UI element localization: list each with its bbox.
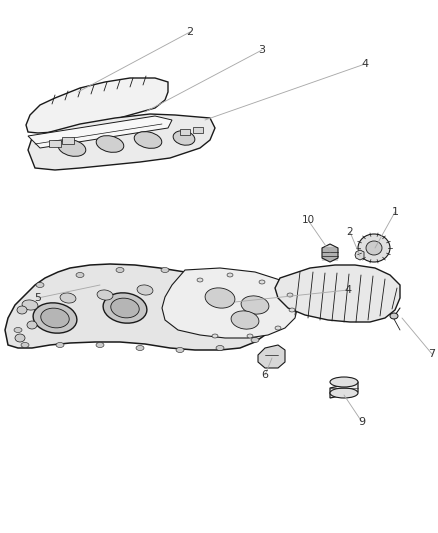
Ellipse shape	[33, 303, 77, 333]
Polygon shape	[5, 264, 272, 350]
Ellipse shape	[21, 343, 29, 348]
Ellipse shape	[58, 140, 86, 156]
Text: 2: 2	[347, 227, 353, 237]
Ellipse shape	[14, 327, 22, 333]
Ellipse shape	[258, 287, 266, 293]
Ellipse shape	[287, 293, 293, 297]
Ellipse shape	[330, 377, 358, 387]
Polygon shape	[193, 127, 203, 133]
Ellipse shape	[17, 306, 27, 314]
Polygon shape	[28, 114, 215, 170]
Polygon shape	[275, 265, 400, 322]
Ellipse shape	[212, 334, 218, 338]
Ellipse shape	[227, 273, 233, 277]
Ellipse shape	[97, 290, 113, 300]
Ellipse shape	[36, 282, 44, 287]
Ellipse shape	[176, 348, 184, 352]
Polygon shape	[330, 382, 358, 398]
Ellipse shape	[111, 298, 139, 318]
Ellipse shape	[241, 296, 269, 314]
Ellipse shape	[264, 316, 272, 320]
Ellipse shape	[236, 276, 244, 280]
Ellipse shape	[173, 131, 195, 145]
Polygon shape	[180, 129, 190, 135]
Ellipse shape	[390, 313, 398, 319]
Ellipse shape	[358, 234, 390, 262]
Ellipse shape	[259, 280, 265, 284]
Ellipse shape	[116, 268, 124, 272]
Ellipse shape	[216, 345, 224, 351]
Ellipse shape	[330, 388, 358, 398]
Ellipse shape	[136, 345, 144, 351]
Ellipse shape	[289, 308, 295, 312]
Polygon shape	[322, 244, 338, 262]
Ellipse shape	[175, 282, 189, 292]
Polygon shape	[62, 136, 74, 143]
Text: 4: 4	[344, 285, 352, 295]
Text: 6: 6	[261, 370, 268, 380]
Ellipse shape	[103, 293, 147, 323]
Ellipse shape	[137, 285, 153, 295]
Polygon shape	[26, 78, 168, 133]
Text: 1: 1	[392, 207, 399, 217]
Ellipse shape	[231, 311, 259, 329]
Text: 9: 9	[358, 417, 366, 427]
Polygon shape	[28, 116, 172, 148]
Ellipse shape	[76, 272, 84, 278]
Ellipse shape	[96, 343, 104, 348]
Ellipse shape	[183, 292, 207, 309]
Ellipse shape	[56, 343, 64, 348]
Ellipse shape	[275, 326, 281, 330]
Ellipse shape	[41, 308, 69, 328]
Ellipse shape	[161, 268, 169, 272]
Ellipse shape	[197, 278, 203, 282]
Ellipse shape	[251, 337, 259, 343]
Ellipse shape	[241, 286, 255, 295]
Text: 5: 5	[35, 293, 42, 303]
Ellipse shape	[27, 321, 37, 329]
Ellipse shape	[201, 270, 209, 274]
Text: 4: 4	[361, 59, 368, 69]
Ellipse shape	[247, 334, 253, 338]
Ellipse shape	[176, 287, 214, 313]
Ellipse shape	[22, 300, 38, 310]
Ellipse shape	[60, 293, 76, 303]
Polygon shape	[49, 140, 61, 147]
Ellipse shape	[205, 288, 235, 308]
Polygon shape	[258, 345, 285, 368]
Text: 2: 2	[187, 27, 194, 37]
Text: 7: 7	[428, 349, 435, 359]
Ellipse shape	[366, 241, 382, 255]
Ellipse shape	[96, 136, 124, 152]
Text: 10: 10	[301, 215, 314, 225]
Polygon shape	[162, 268, 298, 338]
Polygon shape	[355, 250, 364, 260]
Ellipse shape	[15, 334, 25, 342]
Ellipse shape	[213, 280, 227, 289]
Ellipse shape	[134, 132, 162, 148]
Text: 3: 3	[258, 45, 265, 55]
